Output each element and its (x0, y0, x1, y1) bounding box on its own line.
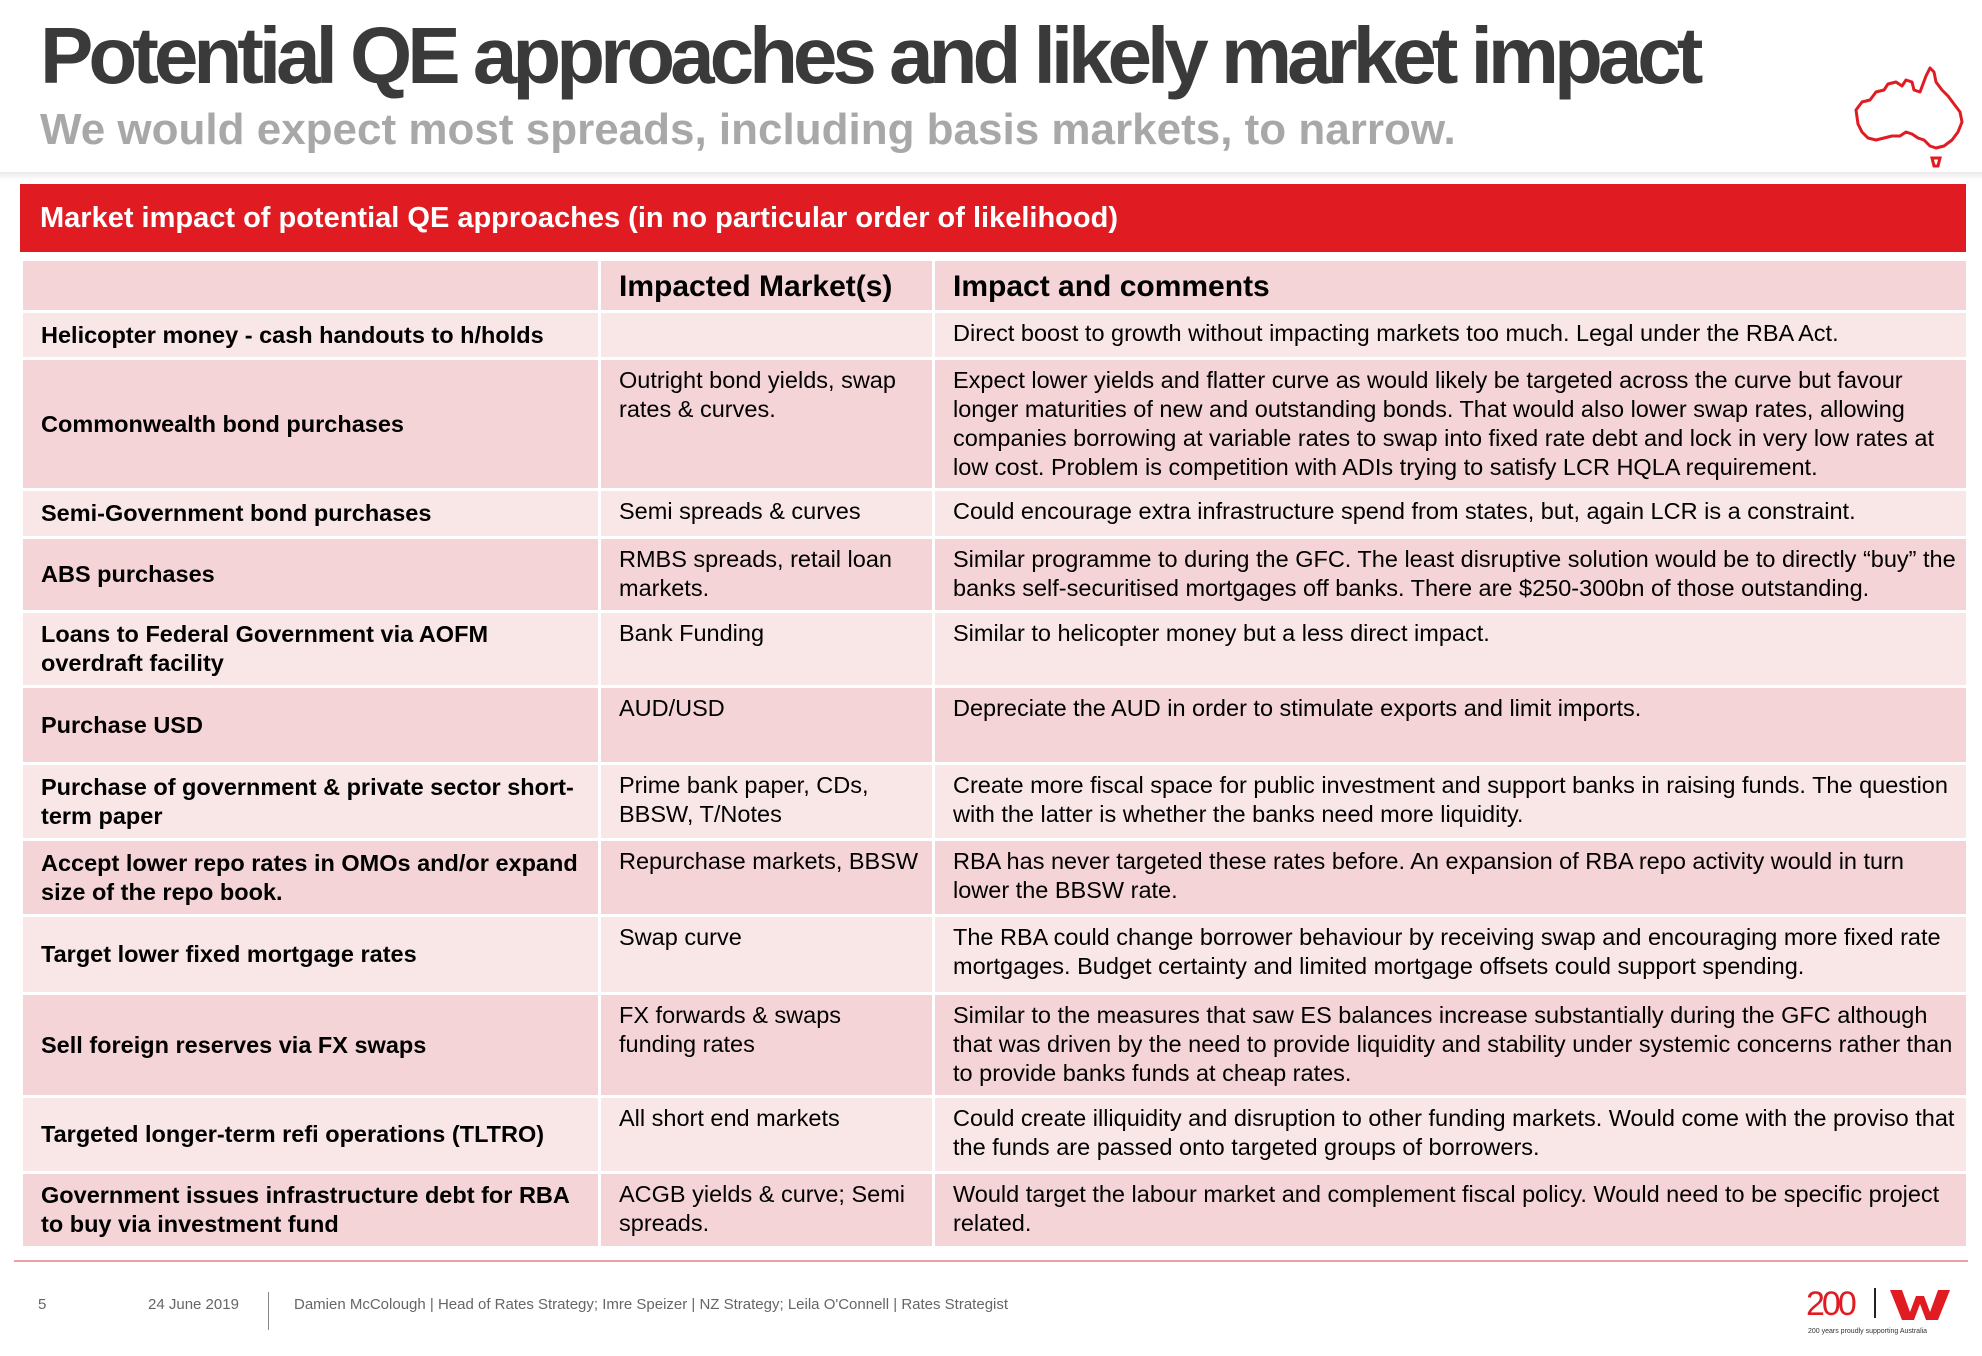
approach-cell: Loans to Federal Government via AOFM ove… (20, 610, 601, 688)
logo-tagline: 200 years proudly supporting Australia (1808, 1328, 1928, 1335)
table-row: Commonwealth bond purchases Outright bon… (20, 357, 1969, 491)
markets-cell: Repurchase markets, BBSW (598, 838, 935, 917)
approach-cell: Target lower fixed mortgage rates (20, 914, 601, 995)
comments-cell: Similar programme to during the GFC. The… (932, 536, 1969, 613)
bottom-divider (14, 1260, 1968, 1262)
column-header-comments: Impact and comments (932, 258, 1969, 313)
markets-cell: All short end markets (598, 1095, 935, 1174)
markets-cell: Semi spreads & curves (598, 488, 935, 539)
column-header-approach (20, 258, 601, 313)
comments-cell: Direct boost to growth without impacting… (932, 310, 1969, 360)
approach-cell: Semi-Government bond purchases (20, 488, 601, 539)
comments-cell: The RBA could change borrower behaviour … (932, 914, 1969, 995)
footer-divider (268, 1292, 269, 1330)
column-header-markets: Impacted Market(s) (598, 258, 935, 313)
page-number: 5 (38, 1296, 47, 1313)
markets-cell: Prime bank paper, CDs, BBSW, T/Notes (598, 762, 935, 841)
approach-cell: Accept lower repo rates in OMOs and/or e… (20, 838, 601, 917)
approach-cell: Helicopter money - cash handouts to h/ho… (20, 310, 601, 360)
table-row: Targeted longer-term refi operations (TL… (20, 1095, 1969, 1174)
table-row: Purchase USD AUD/USD Depreciate the AUD … (20, 685, 1969, 765)
table-row: Helicopter money - cash handouts to h/ho… (20, 310, 1969, 360)
header-shadow (0, 172, 1982, 180)
australia-map-icon (1854, 66, 1964, 168)
approach-cell: Purchase USD (20, 685, 601, 765)
table-row: Purchase of government & private sector … (20, 762, 1969, 841)
table-row: Target lower fixed mortgage rates Swap c… (20, 914, 1969, 995)
markets-cell: Outright bond yields, swap rates & curve… (598, 357, 935, 491)
footer-date: 24 June 2019 (148, 1296, 239, 1313)
comments-cell: Could encourage extra infrastructure spe… (932, 488, 1969, 539)
logo-divider (1874, 1288, 1876, 1318)
approach-cell: ABS purchases (20, 536, 601, 613)
comments-cell: Similar to the measures that saw ES bala… (932, 992, 1969, 1098)
table-row: ABS purchases RMBS spreads, retail loan … (20, 536, 1969, 613)
table-row: Government issues infrastructure debt fo… (20, 1171, 1969, 1249)
table-row: Loans to Federal Government via AOFM ove… (20, 610, 1969, 688)
anniversary-logo-number: 200 (1806, 1285, 1857, 1323)
qe-approaches-table: Impacted Market(s) Impact and comments H… (20, 258, 1969, 1249)
table-row: Sell foreign reserves via FX swaps FX fo… (20, 992, 1969, 1098)
markets-cell: Bank Funding (598, 610, 935, 688)
approach-cell: Targeted longer-term refi operations (TL… (20, 1095, 601, 1174)
comments-cell: Create more fiscal space for public inve… (932, 762, 1969, 841)
approach-cell: Government issues infrastructure debt fo… (20, 1171, 601, 1249)
footer-authors: Damien McColough | Head of Rates Strateg… (294, 1296, 1009, 1313)
approach-cell: Commonwealth bond purchases (20, 357, 601, 491)
comments-cell: Depreciate the AUD in order to stimulate… (932, 685, 1969, 765)
page-title: Potential QE approaches and likely marke… (40, 11, 1703, 100)
table-row: Semi-Government bond purchases Semi spre… (20, 488, 1969, 539)
page-subtitle: We would expect most spreads, including … (40, 105, 1456, 154)
approach-cell: Purchase of government & private sector … (20, 762, 601, 841)
markets-cell: RMBS spreads, retail loan markets. (598, 536, 935, 613)
comments-cell: Similar to helicopter money but a less d… (932, 610, 1969, 688)
comments-cell: Would target the labour market and compl… (932, 1171, 1969, 1249)
markets-cell: ACGB yields & curve; Semi spreads. (598, 1171, 935, 1249)
comments-cell: Expect lower yields and flatter curve as… (932, 357, 1969, 491)
table-header-row: Impacted Market(s) Impact and comments (20, 258, 1969, 313)
table-row: Accept lower repo rates in OMOs and/or e… (20, 838, 1969, 917)
comments-cell: RBA has never targeted these rates befor… (932, 838, 1969, 917)
markets-cell: AUD/USD (598, 685, 935, 765)
markets-cell (598, 310, 935, 360)
westpac-w-logo-icon (1890, 1290, 1950, 1320)
markets-cell: Swap curve (598, 914, 935, 995)
table-banner: Market impact of potential QE approaches… (20, 184, 1966, 252)
approach-cell: Sell foreign reserves via FX swaps (20, 992, 601, 1098)
markets-cell: FX forwards & swaps funding rates (598, 992, 935, 1098)
comments-cell: Could create illiquidity and disruption … (932, 1095, 1969, 1174)
